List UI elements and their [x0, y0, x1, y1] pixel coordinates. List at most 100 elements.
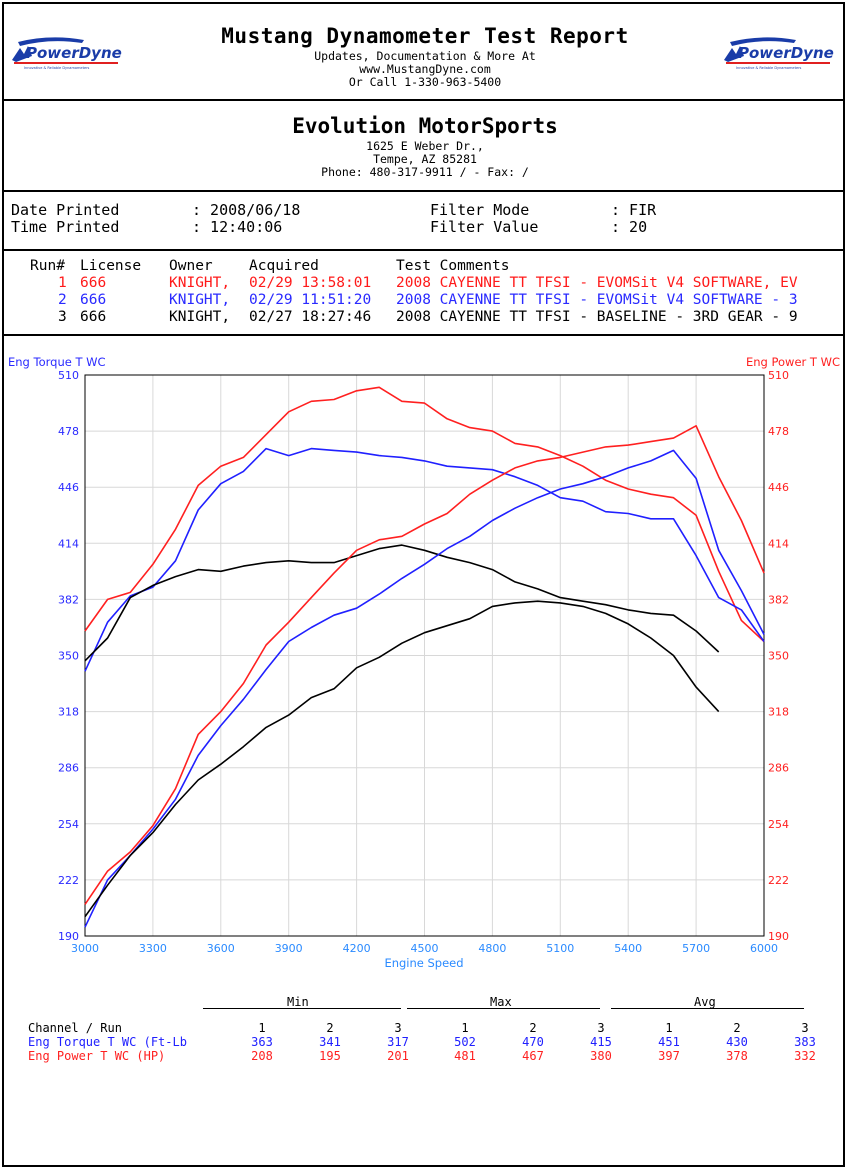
run-owner: KNIGHT,	[169, 309, 231, 325]
run-acquired: 02/29 13:58:01	[249, 275, 372, 291]
run-number: 2	[58, 292, 67, 308]
x-tick-label: 3300	[139, 942, 167, 955]
y-right-tick-label: 350	[768, 650, 789, 663]
summary-value: 317	[387, 1035, 409, 1049]
max-header: Max	[490, 995, 512, 1009]
x-tick-label: 6000	[750, 942, 778, 955]
summary-value: 332	[794, 1049, 816, 1063]
x-tick-label: 3600	[207, 942, 235, 955]
y-left-tick-label: 446	[58, 481, 79, 494]
divider	[203, 1008, 401, 1009]
powerdyne-logo-right: PowerDyne Innovative & Reliable Dynamome…	[724, 37, 834, 70]
run-comments: 2008 CAYENNE TT TFSI - BASELINE - 3RD GE…	[396, 309, 798, 325]
summary-value: 378	[726, 1049, 748, 1063]
channel-run-header: Channel / Run	[28, 1021, 122, 1035]
summary-channel-label: Eng Power T WC (HP)	[28, 1049, 166, 1063]
summary-run-number: 3	[597, 1021, 605, 1035]
plot-frame	[84, 374, 765, 937]
report-title: Mustang Dynamometer Test Report	[221, 24, 629, 48]
header-phone: Or Call 1-330-963-5400	[348, 75, 502, 89]
min-header: Min	[287, 995, 309, 1009]
y-right-tick-label: 446	[768, 481, 789, 494]
summary-value: 201	[387, 1049, 409, 1063]
summary-value: 380	[590, 1049, 612, 1063]
summary-value: 470	[522, 1035, 544, 1049]
svg-text:Innovative & Reliable Dynamome: Innovative & Reliable Dynamometers	[24, 66, 90, 70]
summary-value: 341	[319, 1035, 341, 1049]
y-right-tick-label: 286	[768, 762, 789, 775]
power-line-run-1	[84, 424, 765, 905]
y-right-tick-label: 318	[768, 706, 789, 719]
header-line-1: Updates, Documentation & More At	[314, 49, 536, 63]
torque-line-run-3	[84, 544, 720, 662]
summary-run-number: 2	[733, 1021, 741, 1035]
summary-run-number: 3	[394, 1021, 402, 1035]
y-left-tick-label: 190	[58, 930, 79, 943]
run-comments: 2008 CAYENNE TT TFSI - EVOMSit V4 SOFTWA…	[396, 275, 798, 291]
runs-header-run: Run#	[30, 258, 65, 274]
run-number: 1	[58, 275, 67, 291]
summary-run-number: 3	[801, 1021, 809, 1035]
divider	[2, 99, 845, 101]
divider	[2, 249, 845, 251]
chart-series	[84, 386, 765, 928]
avg-header: Avg	[694, 995, 716, 1009]
left-axis-title: Eng Torque T WC	[8, 355, 106, 369]
summary-value: 383	[794, 1035, 816, 1049]
runs-header-comments: Test Comments	[396, 258, 510, 274]
divider	[2, 190, 845, 192]
filter-value-label: Filter Value	[430, 218, 539, 236]
y-left-tick-label: 286	[58, 762, 79, 775]
svg-text:Innovative & Reliable Dynamome: Innovative & Reliable Dynamometers	[736, 66, 802, 70]
y-left-tick-label: 350	[58, 650, 79, 663]
torque-line-run-1	[84, 386, 765, 643]
run-owner: KNIGHT,	[169, 275, 231, 291]
x-tick-label: 4500	[411, 942, 439, 955]
summary-value: 363	[251, 1035, 273, 1049]
summary-run-number: 2	[529, 1021, 537, 1035]
summary-value: 502	[454, 1035, 476, 1049]
summary-value: 195	[319, 1049, 341, 1063]
y-left-tick-label: 254	[58, 818, 79, 831]
shop-address-1: 1625 E Weber Dr.,	[366, 139, 484, 153]
x-tick-label: 4200	[343, 942, 371, 955]
y-left-tick-label: 318	[58, 706, 79, 719]
y-right-tick-label: 382	[768, 593, 789, 606]
y-left-tick-label: 222	[58, 874, 79, 887]
summary-value: 397	[658, 1049, 680, 1063]
filter-mode-value: : FIR	[611, 201, 657, 219]
y-right-tick-label: 478	[768, 425, 789, 438]
summary-run-number: 2	[326, 1021, 334, 1035]
time-printed-value: : 12:40:06	[192, 218, 283, 236]
divider	[407, 1008, 600, 1009]
x-tick-label: 5100	[546, 942, 574, 955]
run-number: 3	[58, 309, 67, 325]
y-right-tick-label: 414	[768, 537, 789, 550]
runs-header-license: License	[80, 258, 142, 274]
svg-text:PowerDyne: PowerDyne	[26, 44, 122, 62]
runs-header-owner: Owner	[169, 258, 213, 274]
divider	[2, 334, 845, 336]
x-tick-label: 5400	[614, 942, 642, 955]
svg-text:PowerDyne: PowerDyne	[738, 44, 834, 62]
run-license: 666	[80, 275, 107, 291]
x-tick-label: 4800	[478, 942, 506, 955]
filter-value-value: : 20	[611, 218, 648, 236]
x-tick-label: 3900	[275, 942, 303, 955]
header-website: www.MustangDyne.com	[359, 62, 491, 76]
summary-channel-label: Eng Torque T WC (Ft-Lb	[28, 1035, 187, 1049]
y-left-tick-label: 510	[58, 369, 79, 382]
time-printed-label: Time Printed	[11, 218, 120, 236]
y-left-tick-label: 478	[58, 425, 79, 438]
x-tick-label: 5700	[682, 942, 710, 955]
summary-run-number: 1	[461, 1021, 469, 1035]
filter-mode-label: Filter Mode	[430, 201, 530, 219]
x-axis-title: Engine Speed	[384, 956, 463, 970]
power-line-run-3	[84, 600, 720, 918]
summary-run-number: 1	[665, 1021, 673, 1035]
y-left-tick-label: 382	[58, 593, 79, 606]
power-line-run-2	[84, 449, 765, 928]
x-tick-label: 3000	[71, 942, 99, 955]
torque-line-run-2	[84, 447, 765, 672]
